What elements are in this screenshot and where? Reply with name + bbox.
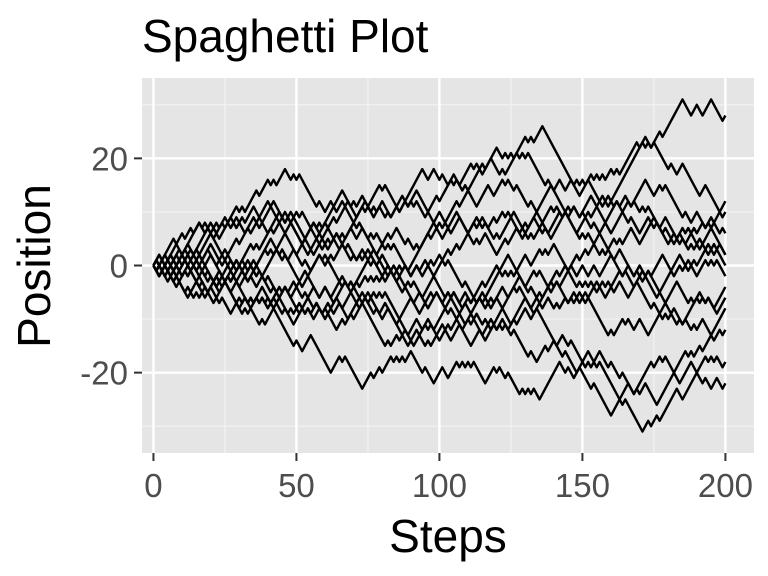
y-tick-label: 20 xyxy=(91,140,128,177)
y-tick-label: 0 xyxy=(110,248,128,285)
series-line xyxy=(152,258,727,337)
series-line xyxy=(152,98,727,283)
y-axis-title: Position xyxy=(8,184,60,348)
y-tick-label: -20 xyxy=(80,355,128,392)
x-axis-title: Steps xyxy=(389,510,507,562)
x-tick-label: 150 xyxy=(555,467,610,504)
series-line xyxy=(152,178,727,273)
series-line xyxy=(152,141,727,267)
x-tick-label: 100 xyxy=(412,467,467,504)
x-tick-labels: 0 50 100 150 200 xyxy=(144,467,753,504)
x-tick-label: 0 xyxy=(144,467,162,504)
series-line xyxy=(152,237,727,406)
axis-ticks xyxy=(134,157,727,461)
y-tick-labels: -20 0 20 xyxy=(80,140,128,391)
series-line xyxy=(152,210,727,283)
x-tick-label: 200 xyxy=(698,467,753,504)
x-tick-label: 50 xyxy=(278,467,315,504)
series-line xyxy=(152,253,727,433)
chart-title: Spaghetti Plot xyxy=(142,10,429,62)
series-line xyxy=(152,178,727,294)
series-line xyxy=(152,242,727,310)
series-lines xyxy=(152,98,727,433)
